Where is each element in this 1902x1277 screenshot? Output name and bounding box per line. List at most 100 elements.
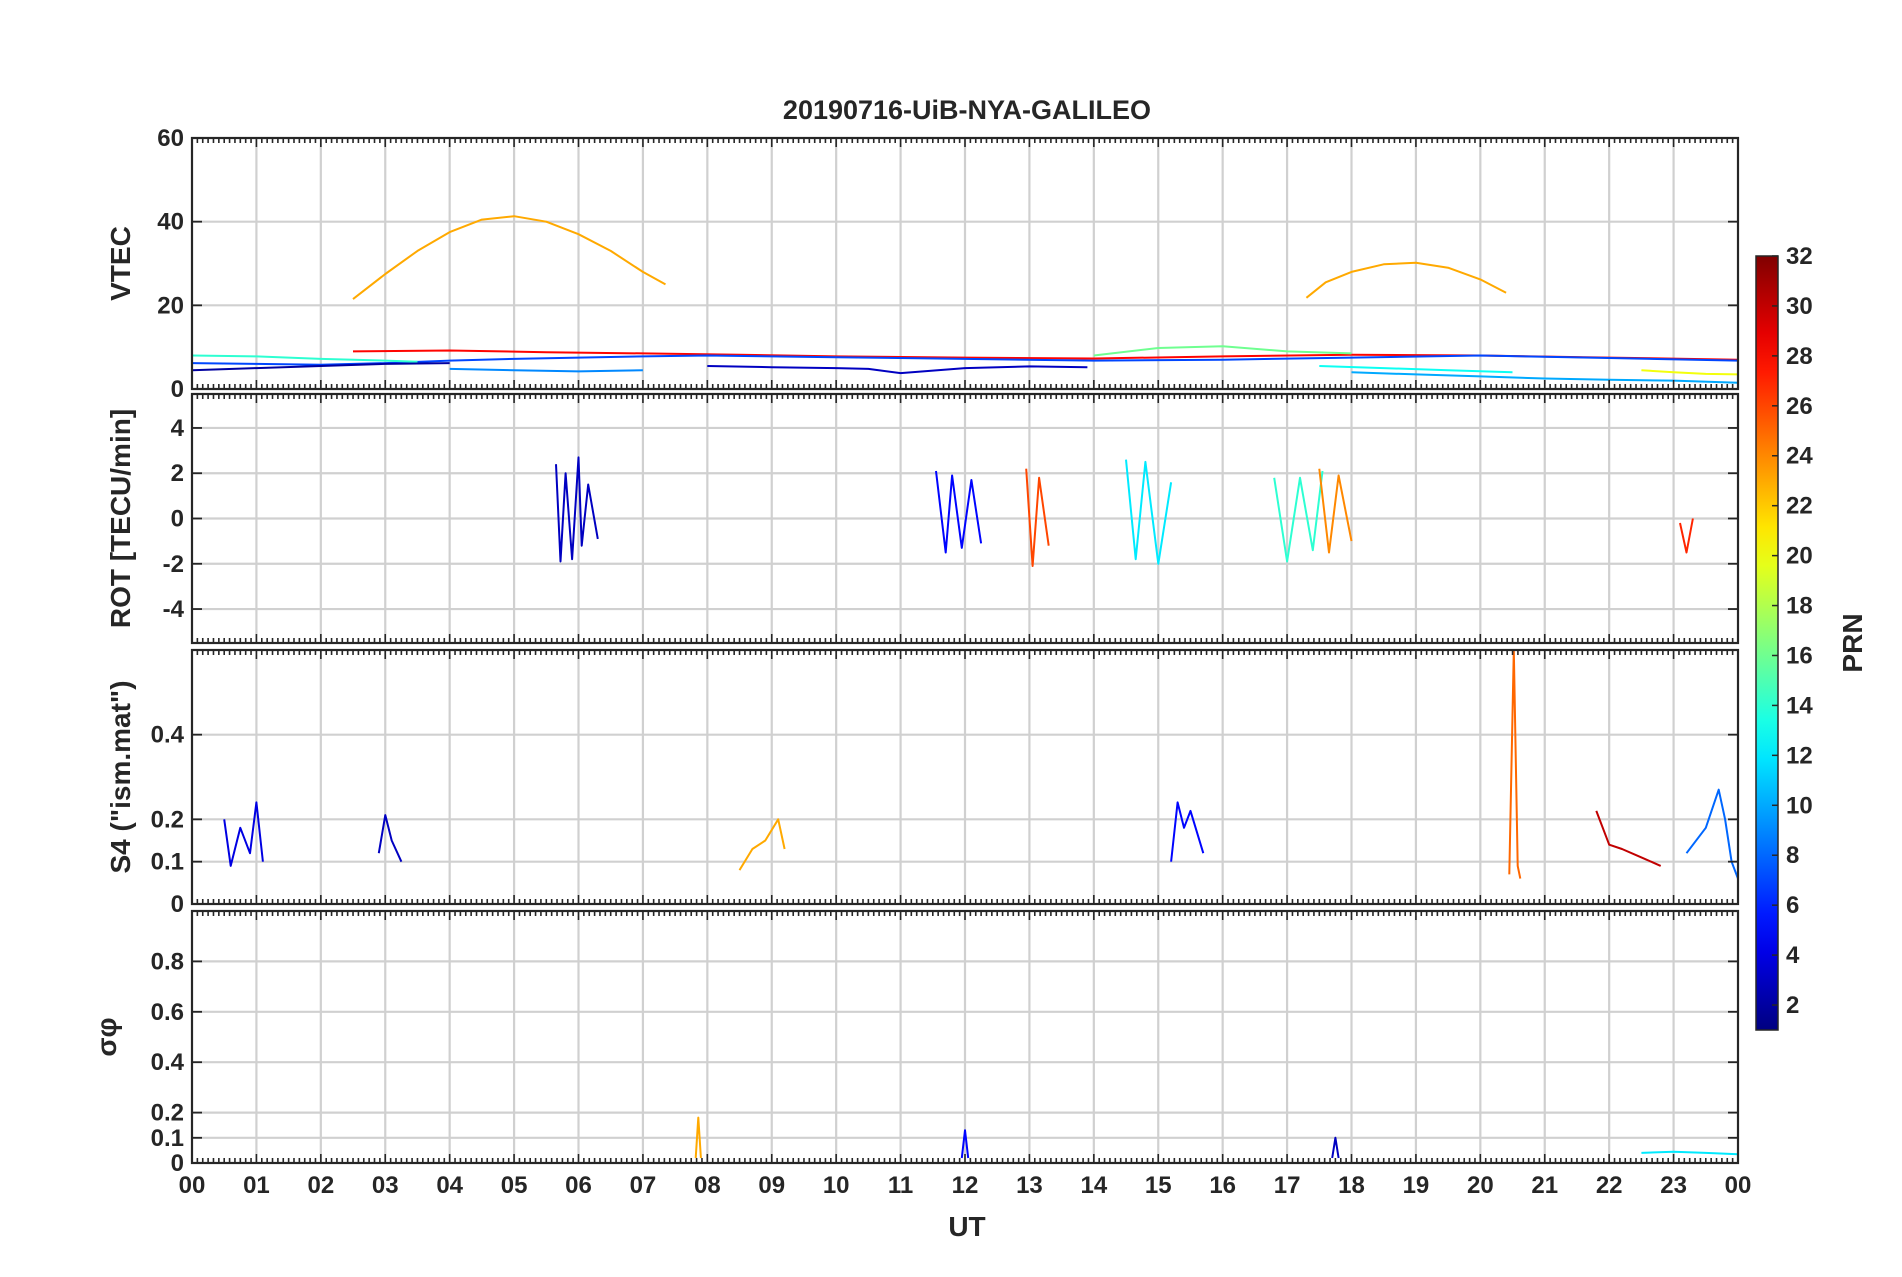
x-axis-label: UT	[948, 1211, 985, 1242]
vtec-series	[192, 215, 1738, 384]
series-prn-23	[352, 215, 666, 300]
rot-series	[555, 456, 1694, 567]
x-tick-label: 11	[888, 1172, 913, 1199]
x-tick-label: 01	[243, 1172, 270, 1199]
sigma_phi-series	[694, 1116, 1738, 1159]
series-prn-12	[1125, 459, 1173, 565]
series-prn-30	[1595, 810, 1662, 867]
y-tick-label: 0.2	[151, 806, 184, 833]
series-prn-14	[1273, 470, 1324, 563]
x-tick-label: 13	[1016, 1172, 1043, 1199]
x-tick-label: 04	[436, 1172, 463, 1199]
series-prn-16	[1093, 345, 1352, 357]
colorbar-tick-label: 12	[1786, 742, 1813, 769]
y-tick-label: 0	[171, 506, 184, 533]
x-ticks	[196, 911, 1734, 1163]
x-tick-label: 08	[694, 1172, 721, 1199]
x-tick-label: 20	[1467, 1172, 1494, 1199]
y-tick-label: 0	[171, 376, 184, 403]
s4-series	[223, 650, 1738, 879]
y-axis-label-vtec: VTEC	[105, 226, 136, 301]
colorbar-tick-label: 6	[1786, 892, 1799, 919]
series-prn-3	[555, 456, 599, 563]
y-tick-label: -4	[163, 596, 185, 623]
y-tick-label: 40	[157, 209, 184, 236]
panel-rot: -4 -2 0 2 4 ROT [TECU/min]	[105, 392, 1740, 645]
y-tick-label: 0.1	[151, 849, 184, 876]
series-prn-25	[1508, 650, 1522, 879]
colorbar-tick-label: 2	[1786, 992, 1799, 1019]
series-prn-23	[738, 818, 786, 871]
y-tick-label: -2	[163, 551, 184, 578]
x-tick-label: 06	[565, 1172, 592, 1199]
x-tick-label: 21	[1531, 1172, 1558, 1199]
panel-sigma_phi: 00.10.2 0.4 0.6 0.8 σφ	[91, 909, 1740, 1177]
series-prn-4	[223, 801, 264, 867]
y-tick-label: 20	[157, 292, 184, 319]
x-tick-label: 00	[179, 1172, 206, 1199]
colorbar-tick-label: 26	[1786, 393, 1813, 420]
x-tick-label: 19	[1403, 1172, 1430, 1199]
colorbar-scale	[1755, 255, 1779, 1031]
x-tick-label: 00	[1725, 1172, 1752, 1199]
series-prn-5	[960, 1129, 970, 1159]
x-tick-label: 03	[372, 1172, 399, 1199]
y-tick-label: 0.1	[151, 1125, 184, 1152]
series-prn-5	[935, 470, 983, 554]
colorbar-tick-label: 16	[1786, 642, 1813, 669]
y-axis-label-rot: ROT [TECU/min]	[105, 409, 136, 628]
y-tick-label: 0.4	[151, 722, 185, 749]
series-prn-14	[192, 354, 418, 363]
series-prn-13	[1319, 365, 1513, 374]
x-tick-labels: 00 01 02 03 04 05 06 07 08 09 10 11 12 13 14 15 16 17 18 19…	[179, 1172, 1752, 1199]
colorbar-tick-label: 14	[1786, 692, 1813, 719]
colorbar-tick-label: 22	[1786, 493, 1813, 520]
colorbar-tick-label: 20	[1786, 543, 1813, 570]
y-tick-label: 0.8	[151, 948, 184, 975]
chart-title: 20190716-UiB-NYA-GALILEO	[783, 95, 1151, 125]
series-prn-23	[1305, 261, 1507, 299]
colorbar-tick-label: 30	[1786, 293, 1813, 320]
series-prn-20	[1641, 369, 1738, 376]
panel-vtec: 0 20 40 60 VTEC	[105, 125, 1740, 403]
colorbar-tick-label: 32	[1786, 243, 1813, 270]
y-tick-label: 0	[171, 891, 184, 918]
series-prn-23	[694, 1116, 702, 1159]
series-prn-3	[707, 365, 1088, 375]
y-tick-label: 0.4	[151, 1049, 185, 1076]
series-prn-24	[1318, 468, 1353, 554]
series-prn-5	[1170, 801, 1205, 862]
x-tick-label: 23	[1660, 1172, 1687, 1199]
y-tick-label: 0.6	[151, 999, 184, 1026]
series-prn-12	[1641, 1150, 1738, 1156]
y-tick-label: 4	[171, 415, 185, 442]
series-prn-2	[192, 362, 450, 372]
colorbar-tick-label: 24	[1786, 443, 1813, 470]
y-tick-label: 0.2	[151, 1100, 184, 1127]
colorbar-tick-label: 28	[1786, 343, 1813, 370]
colorbar-tick-label: 18	[1786, 593, 1813, 620]
y-tick-label: 2	[171, 460, 184, 487]
series-prn-26	[1025, 468, 1050, 567]
x-tick-label: 18	[1338, 1172, 1365, 1199]
x-tick-label: 14	[1080, 1172, 1107, 1199]
colorbar-label: PRN	[1837, 613, 1868, 672]
x-tick-label: 16	[1209, 1172, 1236, 1199]
x-tick-label: 15	[1145, 1172, 1172, 1199]
x-tick-label: 07	[630, 1172, 657, 1199]
x-tick-label: 09	[758, 1172, 785, 1199]
y-axis-label-s4: S4 ("ism.mat")	[105, 680, 136, 873]
series-prn-9	[449, 367, 643, 373]
x-tick-label: 05	[501, 1172, 528, 1199]
series-prn-27	[1679, 518, 1694, 554]
series-prn-3	[1331, 1136, 1340, 1159]
x-tick-label: 22	[1596, 1172, 1623, 1199]
x-tick-label: 10	[823, 1172, 850, 1199]
x-tick-label: 17	[1274, 1172, 1301, 1199]
x-tick-label: 12	[952, 1172, 979, 1199]
colorbar-tick-label: 8	[1786, 842, 1799, 869]
y-tick-label: 60	[157, 125, 184, 152]
series-prn-8	[1685, 788, 1738, 879]
